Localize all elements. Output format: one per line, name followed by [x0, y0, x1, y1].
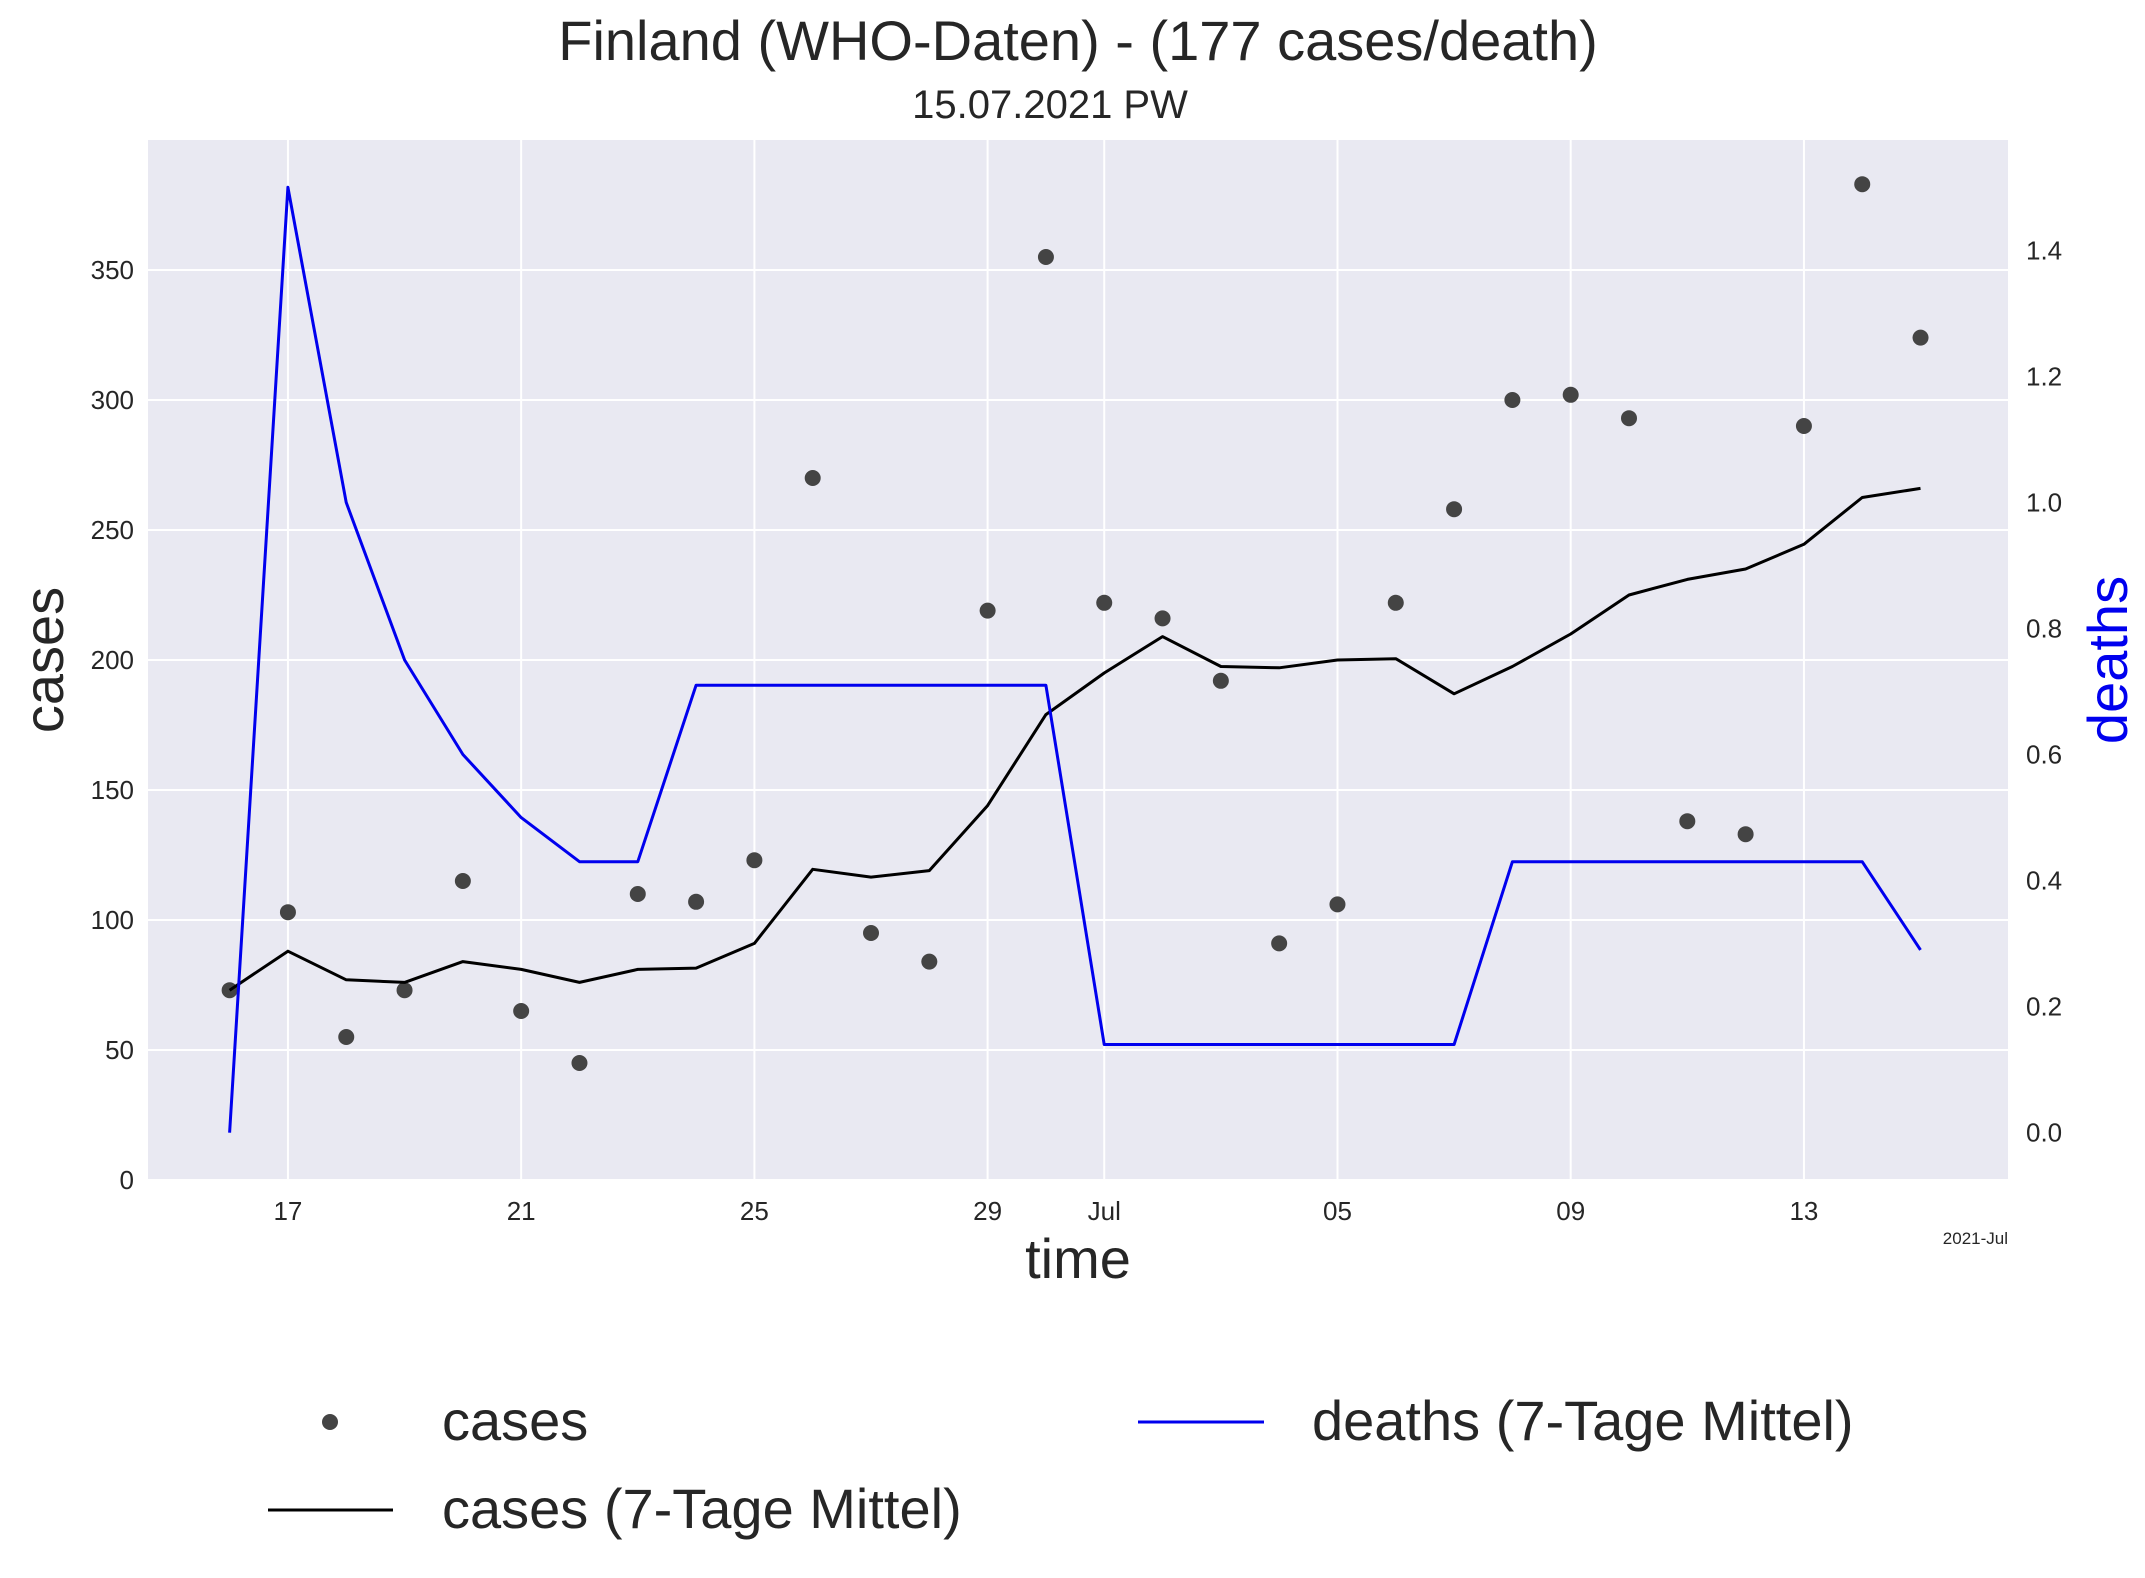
x-tick-label: 05	[1323, 1196, 1352, 1226]
cases-point	[1621, 410, 1638, 427]
cases-point	[454, 873, 471, 889]
y-tick-label-left: 150	[91, 775, 134, 805]
cases-point	[571, 1055, 588, 1071]
y-tick-label-right: 0.4	[2026, 866, 2062, 896]
x-tick-label: 13	[1789, 1196, 1818, 1226]
y-tick-label-right: 1.4	[2026, 235, 2062, 265]
legend-cases-avg-label: cases (7-Tage Mittel)	[442, 1477, 962, 1540]
cases-point	[1854, 176, 1871, 193]
cases-point	[1912, 329, 1929, 346]
chart-marks	[221, 176, 1929, 1133]
cases-point	[1562, 386, 1579, 403]
y-tick-label-left: 250	[91, 515, 134, 545]
cases-point	[921, 953, 938, 970]
y-tick-label-right: 0.2	[2026, 992, 2062, 1022]
cases-point	[1387, 594, 1404, 611]
y-tick-label-left: 50	[105, 1035, 134, 1065]
cases-point	[1446, 501, 1463, 518]
cases-point	[1212, 672, 1229, 689]
x-tick-label: 29	[973, 1196, 1002, 1226]
cases-point	[1795, 418, 1812, 434]
y-tick-label-left: 100	[91, 905, 134, 935]
x-axis-label: time	[1025, 1227, 1131, 1290]
cases-point	[629, 886, 646, 902]
tick-labels: 0 50 100 150 200 250 300 350 17 21 25 29 Jul 05 09 13 0.…	[91, 235, 2063, 1226]
y-tick-label-left: 300	[91, 385, 134, 415]
x-axis-offset-label: 2021-Jul	[1943, 1229, 2008, 1248]
cases-point	[1737, 826, 1754, 843]
x-tick-label: 21	[507, 1196, 536, 1226]
cases-point	[1679, 813, 1696, 830]
legend-cases-marker	[322, 1414, 338, 1430]
cases-point	[804, 470, 821, 486]
cases-point	[1271, 935, 1288, 952]
y-tick-label-right: 0.0	[2026, 1118, 2062, 1148]
x-tick-label: 25	[740, 1196, 769, 1226]
cases-point	[979, 602, 996, 619]
cases-point	[396, 982, 413, 999]
cases-point	[513, 1003, 530, 1019]
x-tick-label: 09	[1556, 1196, 1585, 1226]
y-tick-label-right: 0.8	[2026, 613, 2062, 643]
y-tick-label-right: 1.0	[2026, 487, 2062, 517]
legend-cases-label: cases	[442, 1389, 588, 1452]
cases-point	[746, 852, 763, 869]
legend: cases cases (7-Tage Mittel) deaths (7-Ta…	[268, 1389, 1854, 1540]
cases-point	[1329, 896, 1346, 913]
cases-point	[1096, 594, 1113, 611]
chart-title: Finland (WHO-Daten) - (177 cases/death)	[558, 9, 1598, 72]
y-tick-label-right: 0.6	[2026, 740, 2062, 770]
cases-point	[688, 893, 705, 910]
x-tick-label: 17	[273, 1196, 302, 1226]
y-tick-label-left: 350	[91, 255, 134, 285]
series-line-cases-7-tage-mittel	[228, 486, 1921, 992]
series-line-deaths-7-tage-mittel	[228, 185, 1922, 1133]
y-axis-label-left: cases	[12, 587, 75, 733]
cases-point	[1154, 610, 1171, 627]
y-axis-label-right: deaths	[2076, 576, 2139, 744]
y-tick-label-right: 1.2	[2026, 361, 2062, 391]
y-tick-label-left: 0	[120, 1165, 134, 1195]
chart-subtitle: 15.07.2021 PW	[912, 83, 1188, 127]
y-tick-label-left: 200	[91, 645, 134, 675]
x-tick-label: Jul	[1088, 1196, 1121, 1226]
cases-point	[338, 1029, 355, 1045]
cases-point	[279, 904, 296, 921]
cases-point	[1504, 392, 1521, 408]
legend-deaths-avg-label: deaths (7-Tage Mittel)	[1312, 1389, 1854, 1452]
gridlines	[148, 140, 2008, 1181]
cases-point	[1037, 249, 1054, 265]
cases-point	[863, 925, 880, 941]
